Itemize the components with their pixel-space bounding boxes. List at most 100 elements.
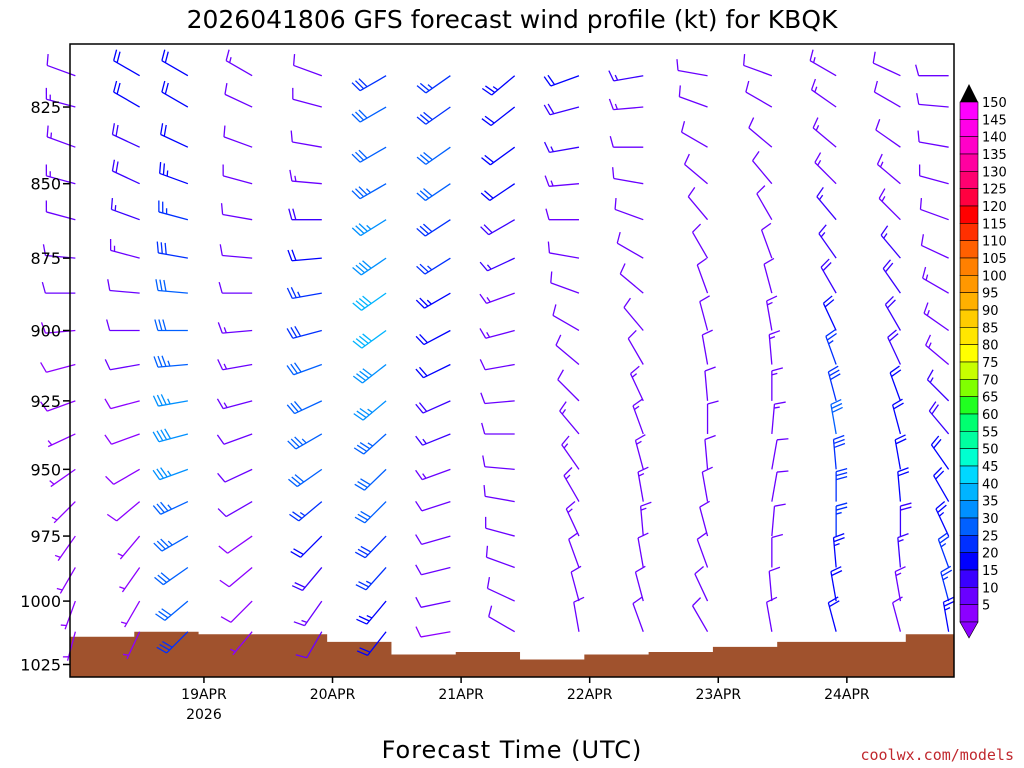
barb-shaft xyxy=(359,75,387,92)
barb-shaft xyxy=(930,444,950,470)
barb-half-feather xyxy=(56,587,63,591)
barb-shaft xyxy=(364,535,387,559)
barb-shaft xyxy=(161,60,189,77)
barb-shaft xyxy=(487,587,515,602)
barb-feather xyxy=(875,119,881,131)
barb-feather xyxy=(630,365,640,375)
y-tick-label: 925 xyxy=(30,392,61,411)
barb-shaft xyxy=(486,556,515,569)
terrain-surface xyxy=(70,631,954,677)
colorbar-swatch xyxy=(959,309,979,328)
colorbar-label: 20 xyxy=(982,547,999,562)
barb-feather xyxy=(830,373,841,381)
barb-feather xyxy=(627,329,637,339)
barb-feather xyxy=(769,330,781,336)
barb-half-feather xyxy=(119,586,125,590)
barb-shaft xyxy=(559,410,580,435)
colorbar-swatch xyxy=(959,292,979,311)
barb-feather xyxy=(294,362,302,373)
barb-feather xyxy=(415,500,423,512)
barb-feather xyxy=(356,618,368,625)
barb-half-feather xyxy=(767,301,773,306)
barb-shaft xyxy=(361,329,387,349)
barb-feather xyxy=(889,365,900,374)
wind-barb xyxy=(416,219,451,237)
colorbar-swatch xyxy=(959,205,979,224)
wind-barb xyxy=(287,249,322,262)
barb-half-feather xyxy=(486,331,491,338)
barb-feather xyxy=(699,295,710,303)
wind-barb xyxy=(763,257,775,294)
wind-barb xyxy=(565,501,580,537)
barb-feather xyxy=(355,338,366,347)
barb-half-feather xyxy=(486,264,492,270)
barb-feather xyxy=(632,398,643,407)
colorbar-swatch xyxy=(959,361,979,380)
barb-shaft xyxy=(748,127,773,148)
barb-feather xyxy=(479,328,487,339)
wind-barb xyxy=(691,597,709,633)
barb-half-feather xyxy=(897,538,904,543)
colorbar-swatch xyxy=(959,431,979,449)
barb-half-feather xyxy=(833,542,840,547)
barb-feather xyxy=(164,82,169,95)
colorbar-label: 60 xyxy=(982,408,999,423)
barb-feather xyxy=(355,300,366,309)
barb-shaft xyxy=(616,242,644,259)
barb-feather xyxy=(115,161,119,173)
barb-feather xyxy=(40,322,47,334)
barb-shaft xyxy=(491,75,516,96)
barb-shaft xyxy=(59,567,76,594)
barb-shaft xyxy=(50,468,76,488)
wind-barb xyxy=(768,330,781,365)
barb-feather xyxy=(941,569,953,577)
barb-half-feather xyxy=(614,74,619,81)
barb-feather xyxy=(635,434,646,441)
wind-barb xyxy=(109,238,140,259)
wind-barb xyxy=(683,153,708,185)
barb-shaft xyxy=(623,307,644,331)
barb-half-feather xyxy=(54,554,61,558)
barb-feather xyxy=(287,249,293,261)
wind-barb-layer xyxy=(40,49,955,661)
barb-feather xyxy=(154,576,164,586)
barb-half-feather xyxy=(229,57,232,63)
barb-feather xyxy=(352,375,363,384)
barb-feather xyxy=(552,304,557,316)
barb-half-feather xyxy=(223,363,228,370)
barb-feather xyxy=(355,80,365,90)
barb-feather xyxy=(887,329,897,338)
barb-shaft xyxy=(874,91,901,108)
barb-feather xyxy=(873,80,878,93)
barb-half-feather xyxy=(366,614,373,619)
barb-feather xyxy=(355,264,365,274)
barb-feather xyxy=(916,93,920,105)
barb-shaft xyxy=(46,64,76,77)
wind-barb xyxy=(158,200,189,221)
wind-barb xyxy=(290,130,322,148)
barb-shaft xyxy=(222,213,253,221)
barb-feather xyxy=(619,263,626,275)
wind-barb xyxy=(290,535,323,558)
barb-shaft xyxy=(550,282,580,294)
barb-shaft xyxy=(632,603,644,632)
barb-half-feather xyxy=(229,648,236,653)
barb-shaft xyxy=(771,471,778,502)
wind-barb xyxy=(113,49,140,77)
wind-barb xyxy=(632,596,644,632)
wind-barb xyxy=(609,136,644,148)
colorbar-label: 150 xyxy=(982,96,1007,111)
barb-feather xyxy=(482,455,486,467)
wind-barb xyxy=(486,577,515,602)
wind-barb xyxy=(47,433,76,448)
barb-feather xyxy=(351,113,361,123)
barb-feather xyxy=(360,545,372,553)
barb-feather xyxy=(886,299,896,309)
barb-shaft xyxy=(485,329,515,339)
barb-shaft xyxy=(880,234,901,259)
wind-barb xyxy=(51,501,76,524)
barb-shaft xyxy=(918,141,949,148)
wind-barb xyxy=(152,394,188,407)
wind-barb xyxy=(415,292,451,309)
credit-text[interactable]: coolwx.com/models xyxy=(860,746,1014,764)
